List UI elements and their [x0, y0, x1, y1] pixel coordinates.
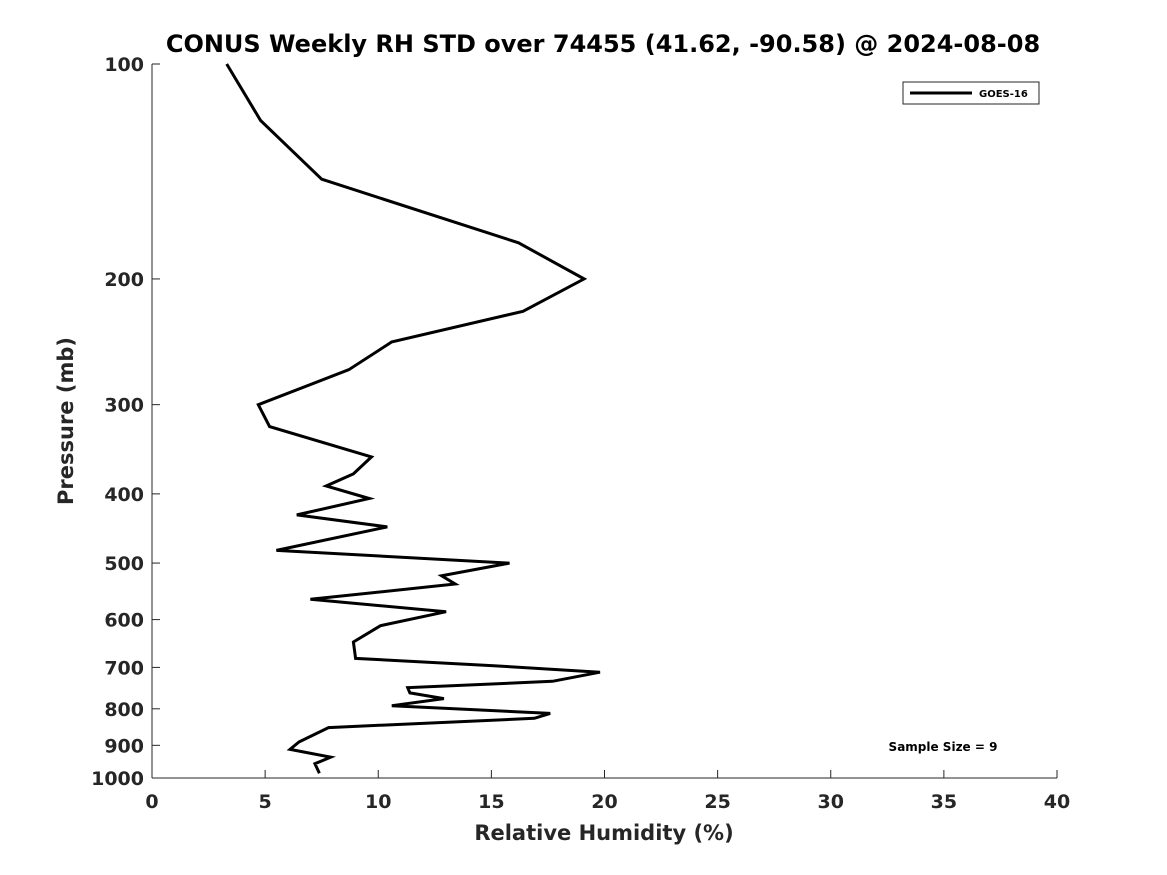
- legend-label: GOES-16: [979, 89, 1028, 100]
- x-ticks: 0 5 10 15 20 25 30 35 40: [145, 770, 1070, 813]
- y-tick-label: 300: [104, 395, 144, 417]
- series-layer: [225, 63, 601, 774]
- x-tick-label: 35: [931, 791, 957, 813]
- y-axis-label: Pressure (mb): [54, 337, 78, 505]
- y-ticks: 100 200 300 400 500 600 700 800 900 1000: [91, 54, 160, 790]
- chart-title: CONUS Weekly RH STD over 74455 (41.62, -…: [166, 30, 1040, 58]
- x-tick-label: 15: [478, 791, 504, 813]
- sample-size-annotation: Sample Size = 9: [889, 740, 998, 754]
- y-tick-label: 100: [104, 54, 144, 76]
- y-tick-label: 400: [104, 484, 144, 506]
- x-tick-label: 0: [145, 791, 158, 813]
- x-tick-label: 25: [704, 791, 730, 813]
- legend: GOES-16: [902, 81, 1040, 105]
- x-tick-label: 5: [259, 791, 272, 813]
- x-tick-label: 30: [818, 791, 844, 813]
- x-tick-label: 10: [365, 791, 391, 813]
- x-tick-label: 20: [591, 791, 617, 813]
- y-tick-label: 1000: [91, 768, 144, 790]
- y-tick-label: 500: [104, 553, 144, 575]
- y-tick-label: 600: [104, 610, 144, 632]
- y-tick-label: 800: [104, 699, 144, 721]
- x-axis-label: Relative Humidity (%): [474, 821, 733, 845]
- y-tick-label: 200: [104, 269, 144, 291]
- x-tick-label: 40: [1044, 791, 1070, 813]
- series-line-goes-16: [225, 63, 601, 774]
- y-tick-label: 700: [104, 657, 144, 679]
- y-tick-label: 900: [104, 735, 144, 757]
